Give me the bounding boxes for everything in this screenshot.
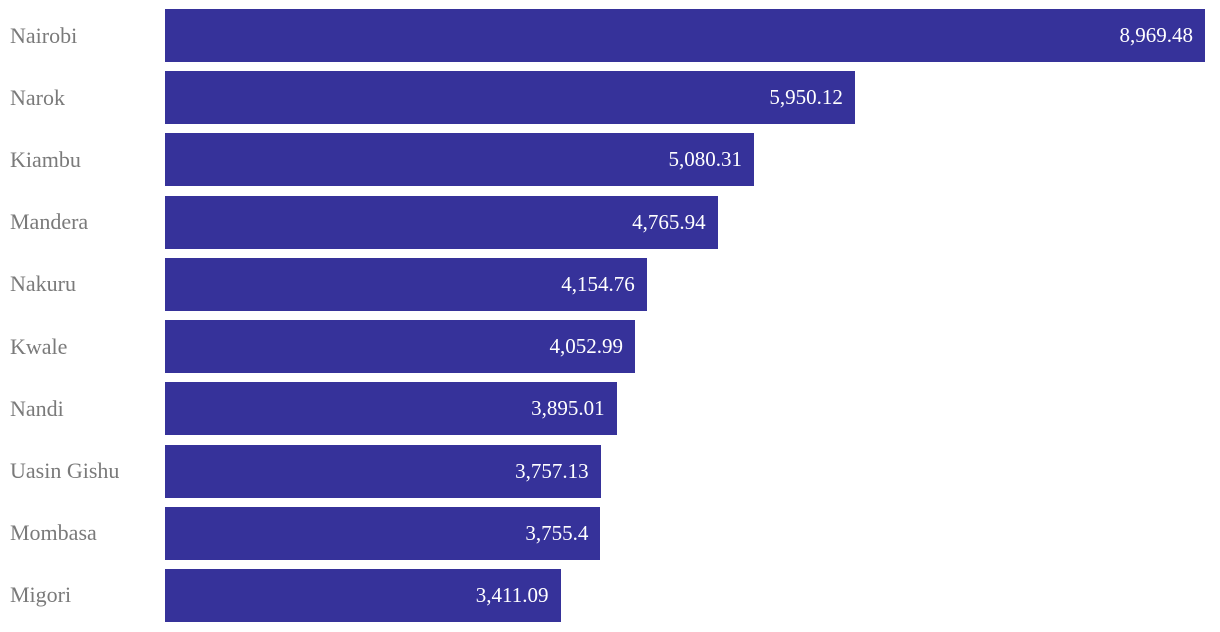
value-label: 4,052.99 <box>549 334 623 359</box>
value-label: 8,969.48 <box>1119 23 1194 47</box>
bar: 4,765.94 <box>165 195 718 249</box>
bar-track: 4,154.76 <box>165 257 1205 311</box>
bar-track: 8,969.48 <box>165 9 1205 62</box>
bar-track: 4,052.99 <box>165 320 1205 374</box>
category-label: Mombasa <box>10 520 97 546</box>
value-label: 4,765.94 <box>632 209 706 234</box>
category-label: Nakuru <box>10 271 76 297</box>
bar: 5,950.12 <box>165 71 855 125</box>
bar-row: Nairobi 8,969.48 <box>0 9 1220 62</box>
bar-track: 3,411.09 <box>165 568 1205 622</box>
bar-track: 5,950.12 <box>165 71 1205 125</box>
bar: 3,757.13 <box>165 444 601 498</box>
bar: 3,755.4 <box>165 506 601 560</box>
bar: 3,411.09 <box>165 568 561 622</box>
bar-row: Kiambu 5,080.31 <box>0 133 1220 187</box>
bar-row: Kwale 4,052.99 <box>0 320 1220 374</box>
bar-row: Narok 5,950.12 <box>0 71 1220 125</box>
bar: 4,052.99 <box>165 320 635 374</box>
value-label: 3,411.09 <box>475 582 549 607</box>
bar: 8,969.48 <box>165 9 1205 62</box>
category-label: Nandi <box>10 395 64 421</box>
value-label: 3,755.4 <box>525 520 589 545</box>
category-label: Uasin Gishu <box>10 458 120 484</box>
bar: 4,154.76 <box>165 257 647 311</box>
value-label: 3,757.13 <box>515 458 589 483</box>
bar-row: Mombasa 3,755.4 <box>0 506 1220 560</box>
bar-row: Migori 3,411.09 <box>0 568 1220 622</box>
bar-row: Nandi 3,895.01 <box>0 382 1220 436</box>
category-label: Nairobi <box>10 22 78 48</box>
bar-track: 3,895.01 <box>165 382 1205 436</box>
value-label: 4,154.76 <box>561 271 635 296</box>
value-label: 5,950.12 <box>769 85 843 110</box>
category-label: Kwale <box>10 333 68 359</box>
bar-row: Nakuru 4,154.76 <box>0 257 1220 311</box>
value-label: 3,895.01 <box>531 396 605 421</box>
bar-track: 4,765.94 <box>165 195 1205 249</box>
bar: 3,895.01 <box>165 382 617 436</box>
bar-track: 3,755.4 <box>165 506 1205 560</box>
category-label: Mandera <box>10 209 89 235</box>
category-label: Migori <box>10 582 72 608</box>
value-label: 5,080.31 <box>668 147 743 172</box>
bar-track: 5,080.31 <box>165 133 1205 187</box>
bar-row: Mandera 4,765.94 <box>0 195 1220 249</box>
bar-row: Uasin Gishu 3,757.13 <box>0 444 1220 498</box>
category-label: Kiambu <box>10 146 81 172</box>
bar: 5,080.31 <box>165 133 755 187</box>
category-label: Narok <box>10 84 65 110</box>
bar-track: 3,757.13 <box>165 444 1205 498</box>
